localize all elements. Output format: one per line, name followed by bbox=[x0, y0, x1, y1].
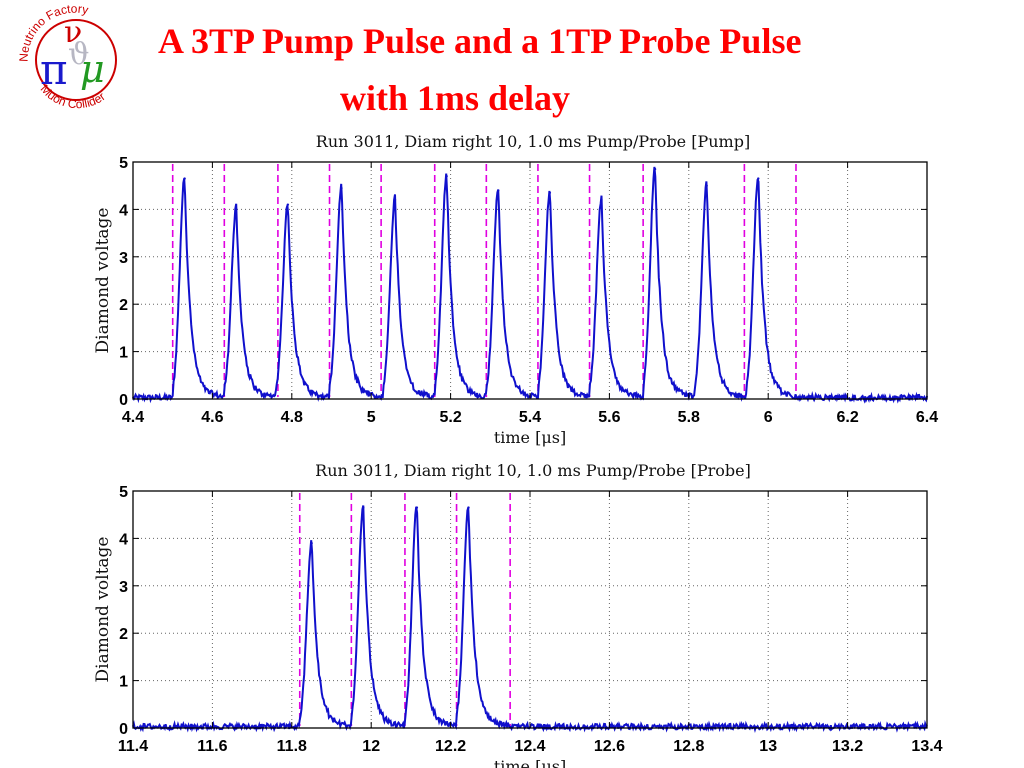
spiral-glyph: ϑ bbox=[68, 37, 89, 72]
probe-peak-point-0 bbox=[310, 541, 313, 545]
pump-x-tick-label-9: 6.2 bbox=[836, 409, 858, 426]
probe-x-tick-label-0: 11.4 bbox=[118, 738, 148, 755]
pump-peak-point-1 bbox=[235, 208, 238, 211]
pump-chart-title: Run 3011, Diam right 10, 1.0 ms Pump/Pro… bbox=[316, 132, 750, 151]
probe-x-tick-label-2: 11.8 bbox=[277, 738, 307, 755]
pump-peak-point-0 bbox=[183, 177, 186, 180]
pi-glyph: π bbox=[40, 45, 68, 94]
neutrino-factory-muon-collider-logo: Neutrino Factory Muon Collider π ν μ ϑ bbox=[16, 4, 117, 111]
slide-title-line-1: A 3TP Pump Pulse and a 1TP Probe Pulse bbox=[158, 21, 802, 61]
pump-x-tick-label-1: 4.6 bbox=[201, 409, 223, 426]
pump-peak-point-6 bbox=[497, 189, 500, 192]
probe-y-tick-label-4: 4 bbox=[119, 531, 128, 548]
probe-x-tick-label-9: 13.2 bbox=[832, 738, 863, 755]
pump-peak-point-9 bbox=[653, 167, 657, 171]
pump-x-tick-label-10: 6.4 bbox=[916, 409, 938, 426]
probe-x-tick-label-6: 12.6 bbox=[594, 738, 625, 755]
pump-x-tick-label-4: 5.2 bbox=[439, 409, 461, 426]
pump-peak-point-5 bbox=[445, 175, 448, 178]
pump-peak-point-3 bbox=[340, 186, 343, 190]
slide-title-line-2: with 1ms delay bbox=[340, 78, 571, 118]
probe-x-axis-label: time [μs] bbox=[494, 757, 566, 768]
nu-glyph: ν bbox=[64, 15, 82, 50]
probe-y-axis-label: Diamond voltage bbox=[93, 537, 113, 683]
pump-x-axis-label: time [μs] bbox=[494, 428, 566, 447]
probe-y-tick-label-1: 1 bbox=[119, 674, 128, 691]
pump-x-tick-label-5: 5.4 bbox=[519, 409, 541, 426]
pump-x-tick-label-7: 5.8 bbox=[678, 409, 700, 426]
probe-x-tick-label-7: 12.8 bbox=[673, 738, 704, 755]
pump-x-tick-label-8: 6 bbox=[764, 409, 773, 426]
pump-y-tick-label-5: 5 bbox=[119, 155, 128, 172]
probe-y-tick-label-5: 5 bbox=[119, 484, 128, 501]
probe-x-tick-label-4: 12.2 bbox=[435, 738, 466, 755]
mu-glyph: μ bbox=[80, 47, 105, 91]
pump-x-tick-label-0: 4.4 bbox=[122, 409, 144, 426]
pump-y-tick-label-3: 3 bbox=[119, 250, 128, 267]
probe-plot-frame bbox=[132, 490, 928, 729]
pump-y-tick-label-1: 1 bbox=[119, 345, 128, 362]
pump-x-tick-label-3: 5 bbox=[367, 409, 376, 426]
pump-peak-point-10 bbox=[705, 184, 708, 187]
pump-peak-point-11 bbox=[757, 177, 760, 180]
probe-y-tick-label-0: 0 bbox=[119, 721, 128, 738]
probe-peak-point-2 bbox=[415, 506, 419, 509]
probe-y-tick-label-3: 3 bbox=[119, 579, 128, 596]
probe-peak-point-3 bbox=[467, 506, 470, 509]
probe-peak-point-1 bbox=[362, 506, 365, 509]
pump-y-tick-label-2: 2 bbox=[119, 297, 128, 314]
pump-peak-point-8 bbox=[600, 198, 603, 202]
probe-x-tick-label-5: 12.4 bbox=[514, 738, 545, 755]
pump-y-tick-label-4: 4 bbox=[119, 202, 128, 219]
pump-y-tick-label-0: 0 bbox=[119, 392, 128, 409]
pump-peak-point-7 bbox=[548, 191, 552, 195]
logo-ring bbox=[35, 19, 117, 101]
pump-x-tick-label-6: 5.6 bbox=[598, 409, 620, 426]
pump-peak-point-4 bbox=[393, 198, 397, 202]
probe-chart-title: Run 3011, Diam right 10, 1.0 ms Pump/Pro… bbox=[315, 461, 751, 480]
pump-peak-point-2 bbox=[286, 203, 290, 206]
probe-x-tick-label-10: 13.4 bbox=[911, 738, 942, 755]
pump-y-axis-label: Diamond voltage bbox=[93, 208, 113, 354]
probe-x-tick-label-3: 12 bbox=[362, 738, 380, 755]
probe-x-tick-label-8: 13 bbox=[759, 738, 777, 755]
probe-x-tick-label-1: 11.6 bbox=[197, 738, 227, 755]
pump-x-tick-label-2: 4.8 bbox=[281, 409, 303, 426]
probe-grid bbox=[132, 490, 928, 729]
probe-y-tick-label-2: 2 bbox=[119, 626, 128, 643]
